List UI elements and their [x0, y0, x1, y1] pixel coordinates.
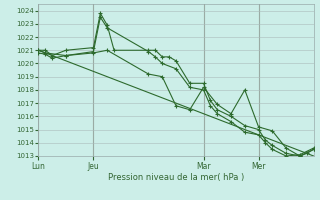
X-axis label: Pression niveau de la mer( hPa ): Pression niveau de la mer( hPa )	[108, 173, 244, 182]
